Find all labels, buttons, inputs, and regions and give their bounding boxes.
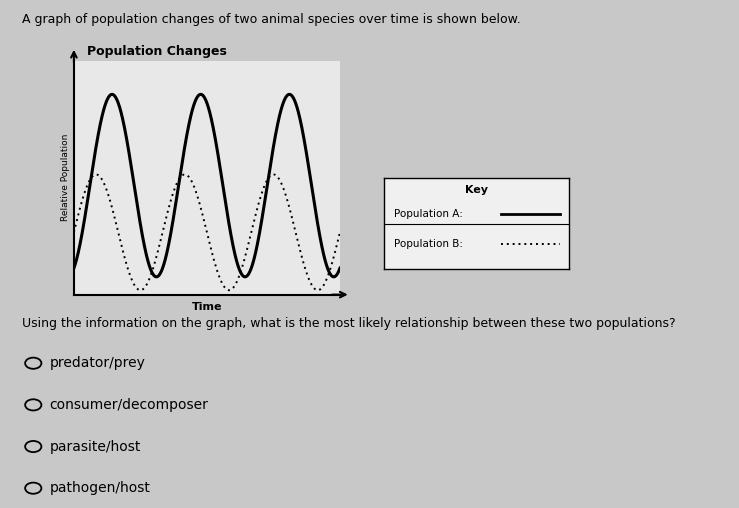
- Text: Population A:: Population A:: [394, 209, 463, 219]
- Text: Key: Key: [465, 185, 488, 195]
- Text: predator/prey: predator/prey: [50, 356, 146, 370]
- Text: Using the information on the graph, what is the most likely relationship between: Using the information on the graph, what…: [22, 318, 675, 331]
- X-axis label: Time: Time: [191, 302, 222, 311]
- Text: Population B:: Population B:: [394, 239, 463, 248]
- Text: parasite/host: parasite/host: [50, 439, 141, 454]
- Y-axis label: Relative Population: Relative Population: [61, 134, 69, 221]
- Text: A graph of population changes of two animal species over time is shown below.: A graph of population changes of two ani…: [22, 13, 521, 26]
- Text: consumer/decomposer: consumer/decomposer: [50, 398, 208, 412]
- Text: Population Changes: Population Changes: [87, 45, 227, 58]
- Text: pathogen/host: pathogen/host: [50, 481, 151, 495]
